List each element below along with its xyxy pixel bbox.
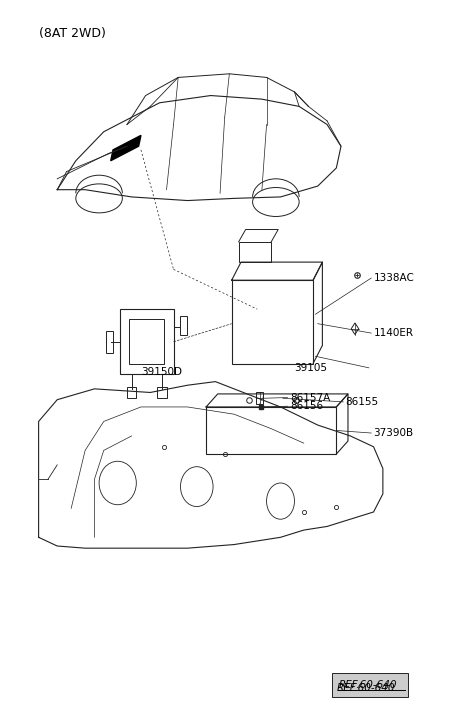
- Bar: [181, 316, 188, 334]
- Bar: [206, 407, 336, 454]
- Bar: [129, 318, 164, 364]
- Text: 1338AC: 1338AC: [373, 273, 415, 283]
- Text: (8AT 2WD): (8AT 2WD): [38, 27, 105, 40]
- Text: REF.60-640: REF.60-640: [339, 680, 397, 690]
- Polygon shape: [111, 135, 141, 161]
- FancyBboxPatch shape: [332, 673, 409, 696]
- Text: REF.60-640: REF.60-640: [336, 683, 395, 693]
- Text: 37390B: 37390B: [373, 428, 414, 438]
- Bar: [127, 387, 136, 398]
- Text: 86157A: 86157A: [290, 393, 330, 403]
- Text: 86155: 86155: [346, 397, 379, 407]
- Bar: [232, 280, 313, 364]
- Bar: [256, 393, 263, 404]
- Bar: [239, 242, 271, 262]
- Text: 39150D: 39150D: [141, 367, 182, 377]
- Text: 1140ER: 1140ER: [373, 328, 414, 338]
- Bar: [120, 309, 174, 374]
- Text: 39105: 39105: [294, 363, 328, 373]
- Text: 86156: 86156: [290, 401, 323, 411]
- Bar: [106, 331, 113, 353]
- Bar: [157, 387, 167, 398]
